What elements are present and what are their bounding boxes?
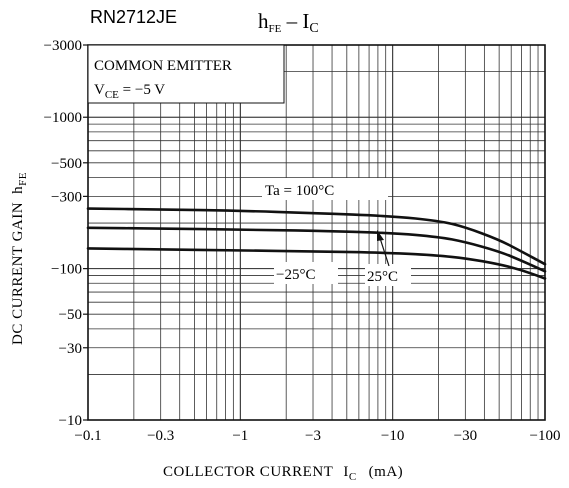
y-tick-label: −30 (59, 341, 82, 357)
x-tick-label: −0.1 (74, 428, 101, 444)
x-tick-label: −30 (454, 428, 477, 444)
y-axis-label: DC CURRENT GAINhFE (10, 172, 29, 345)
series-line-0 (86, 207, 547, 266)
y-tick-label: −300 (51, 189, 82, 205)
x-tick-labels: −0.1 −0.3 −1 −3 −10 −30 −100 (74, 428, 560, 444)
x-tick-label: −3 (305, 428, 321, 444)
x-tick-label: −1 (232, 428, 248, 444)
y-tick-label: −1000 (44, 110, 82, 126)
series-label-minus25c: −25°C (276, 267, 315, 283)
label-bg-100 (262, 178, 388, 200)
part-number: RN2712JE (90, 7, 177, 27)
condition-box (87, 44, 285, 104)
series-line-2 (86, 247, 547, 280)
y-tick-label: −10 (59, 413, 82, 429)
curves (86, 207, 547, 280)
label-bg-25 (365, 264, 411, 286)
x-tick-label: −0.3 (147, 428, 174, 444)
arrow-25c-head (377, 230, 384, 241)
y-tick-label: −3000 (44, 38, 82, 54)
series-label-25c: 25°C (367, 269, 398, 285)
plot-frame (87, 44, 546, 421)
series-label-100c: Ta = 100°C (265, 183, 334, 199)
condition-vce: VCE = −5 V (94, 82, 165, 101)
condition-mode: COMMON EMITTER (94, 58, 232, 74)
y-tick-label: −100 (51, 262, 82, 278)
x-tick-label: −100 (530, 428, 561, 444)
label-bg-m25 (274, 262, 338, 284)
series-line-1 (86, 226, 547, 273)
x-axis-label: COLLECTOR CURRENT IC (mA) (163, 464, 403, 483)
y-tick-label: −50 (59, 307, 82, 323)
chart-title: hFE – IC (258, 9, 319, 36)
y-tick-labels: −3000 −1000 −500 −300 −100 −50 −30 −10 (44, 38, 88, 429)
y-tick-label: −500 (51, 156, 82, 172)
x-tick-label: −10 (381, 428, 404, 444)
